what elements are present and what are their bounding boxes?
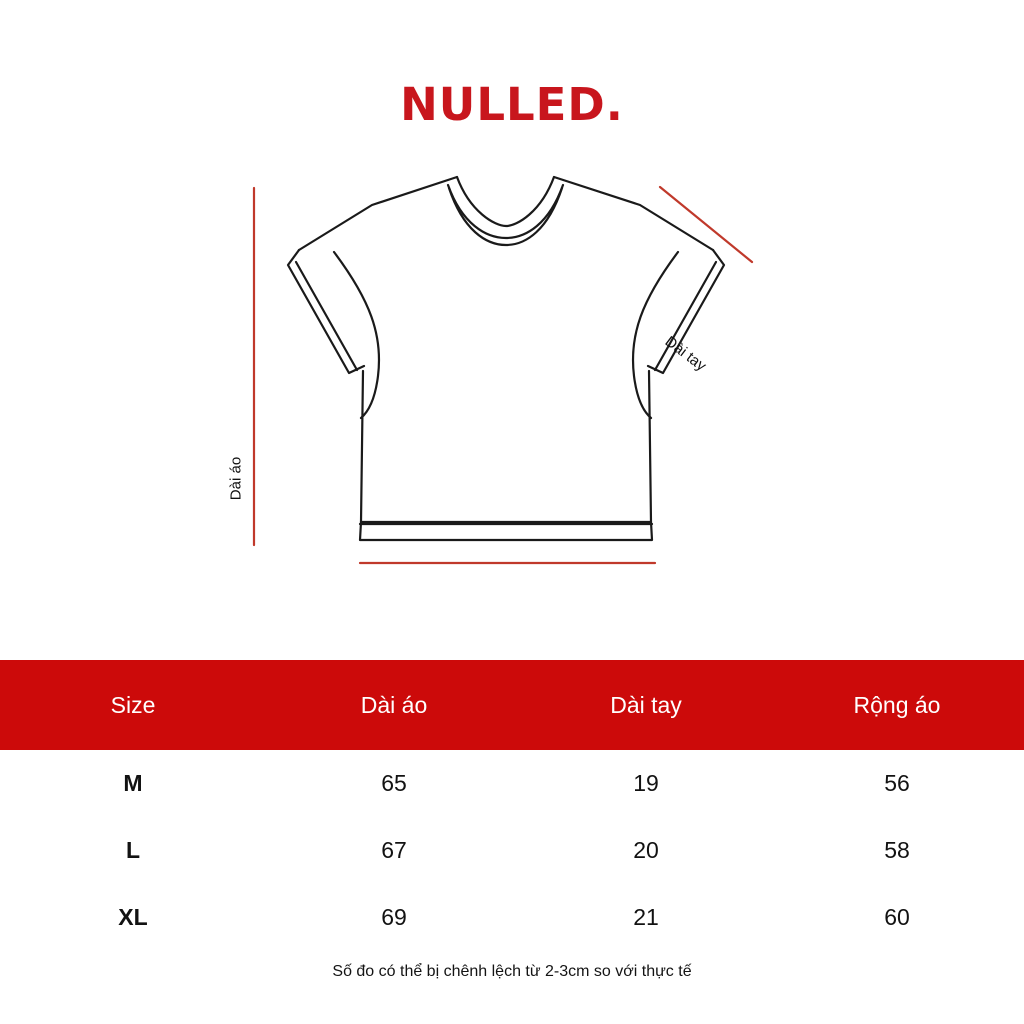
- size-table: Size Dài áo Dài tay Rộng áo M 65 19 56 L…: [0, 660, 1024, 951]
- table-row: XL 69 21 60: [0, 884, 1024, 951]
- header-width: Rộng áo: [853, 691, 941, 718]
- measurement-lines: [252, 185, 754, 565]
- cell-size: XL: [118, 904, 148, 930]
- cell-width: 60: [884, 904, 910, 930]
- tshirt-illustration: Dài áo Dài tay Rộng áo: [0, 150, 1024, 748]
- cell-size: L: [125, 837, 141, 863]
- header-length: Dài áo: [360, 691, 428, 718]
- cell-size: M: [123, 770, 143, 796]
- tshirt-outline: [286, 175, 726, 542]
- header-size: Size: [110, 691, 156, 718]
- cell-length: 65: [381, 770, 407, 796]
- cell-sleeve: 19: [633, 770, 659, 796]
- table-header-row: Size Dài áo Dài tay Rộng áo: [0, 660, 1024, 750]
- cell-length: 69: [381, 904, 407, 930]
- cell-length: 67: [381, 837, 407, 863]
- cell-sleeve: 20: [633, 837, 659, 863]
- table-row: L 67 20 58: [0, 817, 1024, 884]
- cell-sleeve: 21: [633, 904, 659, 930]
- brand-logo: NULLED.: [400, 78, 624, 131]
- disclaimer-note: Số đo có thể bị chênh lệch từ 2-3cm so v…: [332, 963, 692, 980]
- cell-width: 56: [884, 770, 910, 796]
- sleeve-measure-line: [658, 185, 754, 264]
- header-sleeve: Dài tay: [610, 691, 682, 718]
- table-row: M 65 19 56: [0, 750, 1024, 817]
- cell-width: 58: [884, 837, 910, 863]
- label-length: Dài áo: [227, 456, 245, 501]
